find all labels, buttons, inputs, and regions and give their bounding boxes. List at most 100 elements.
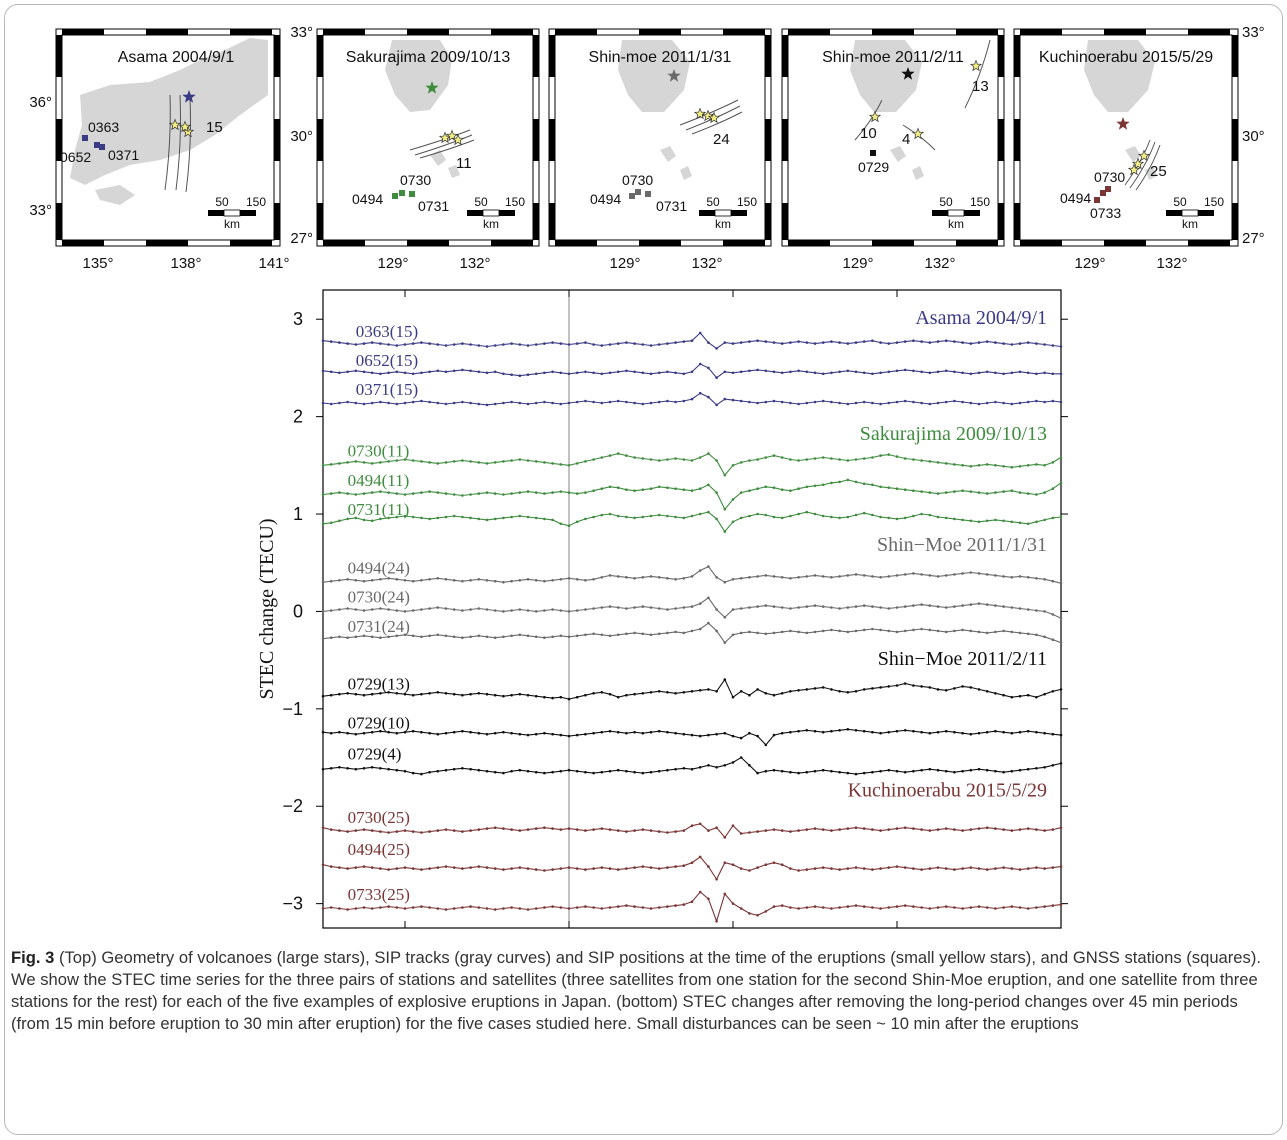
series-point <box>797 630 800 634</box>
series-point <box>354 907 358 910</box>
series-point <box>477 768 481 772</box>
series-point <box>969 866 973 869</box>
series-point <box>387 608 390 611</box>
series-point <box>493 461 497 464</box>
series-point <box>657 867 661 870</box>
series-point <box>387 516 390 520</box>
series-point <box>526 828 530 831</box>
series-point <box>575 492 579 495</box>
series-point <box>969 401 973 405</box>
series-point <box>846 574 850 577</box>
satellite-label: 13 <box>972 78 989 95</box>
series-point <box>584 579 587 582</box>
series-point <box>780 606 784 609</box>
series-point <box>403 514 407 518</box>
map-outer-frame <box>1013 28 1239 247</box>
series-point <box>731 863 735 866</box>
series-point <box>641 731 645 735</box>
series-point <box>469 579 472 582</box>
series-point <box>518 374 522 378</box>
series-point <box>526 867 530 870</box>
series-point <box>633 342 636 345</box>
series-point <box>715 766 718 769</box>
series-0729-13-: 0729(13) <box>321 674 1063 701</box>
series-label: 0494(25) <box>348 840 410 859</box>
series-point <box>493 402 497 406</box>
series-point <box>543 342 546 345</box>
series-point <box>436 732 440 736</box>
series-point <box>616 829 620 832</box>
series-point <box>387 905 390 908</box>
map-border-tick <box>998 35 1004 77</box>
series-point <box>764 513 768 517</box>
map-border-tick <box>1188 29 1230 35</box>
series-point <box>461 342 464 345</box>
series-point <box>551 868 554 871</box>
series-point <box>756 631 759 635</box>
series-point <box>789 458 792 461</box>
map-border-tick <box>639 240 681 246</box>
scale-unit-label: km <box>483 217 499 231</box>
map-border-tick <box>323 240 365 246</box>
series-point <box>1043 491 1046 494</box>
series-point <box>444 492 448 495</box>
series-point <box>346 370 349 374</box>
series-point <box>1018 465 1022 468</box>
series-point <box>575 578 579 581</box>
series-point <box>469 343 472 346</box>
series-point <box>1010 606 1014 609</box>
series-point <box>723 530 727 533</box>
series-point <box>600 606 604 609</box>
map-border-tick <box>230 240 272 246</box>
series-point <box>461 693 464 697</box>
series-point <box>387 577 390 580</box>
series-point <box>338 401 341 405</box>
series-point <box>510 492 513 495</box>
series-point <box>764 692 768 695</box>
scale-bar <box>1198 210 1214 216</box>
series-point <box>559 342 563 345</box>
series-point <box>559 828 563 831</box>
series-point <box>485 635 489 639</box>
scale-unit-label: km <box>224 217 240 231</box>
series-point <box>936 575 940 578</box>
map-border-tick <box>1020 29 1062 35</box>
series-point <box>789 629 792 633</box>
series-point <box>420 491 423 494</box>
series-point <box>428 490 431 493</box>
series-point <box>362 609 366 612</box>
series-point <box>666 905 669 908</box>
series-point <box>362 731 366 735</box>
series-point <box>502 343 505 346</box>
series-point <box>329 402 333 406</box>
series-point <box>469 829 472 832</box>
series-point <box>715 459 718 462</box>
series-point <box>666 730 669 734</box>
series-point <box>436 829 440 832</box>
series-point <box>789 607 792 610</box>
series-point <box>485 732 489 736</box>
series-point <box>821 575 825 578</box>
series-point <box>559 463 563 466</box>
series-label: 0363(15) <box>356 322 418 341</box>
series-point <box>575 769 579 773</box>
series-point <box>633 730 636 734</box>
y-tick-label: −2 <box>282 796 303 816</box>
series-point <box>764 340 768 343</box>
series-point <box>731 902 735 905</box>
series-point <box>985 370 989 374</box>
series-point <box>1018 342 1022 345</box>
series-point <box>1043 343 1046 346</box>
series-point <box>928 574 932 577</box>
series-point <box>403 343 407 346</box>
series-point <box>1018 868 1022 871</box>
map-land <box>912 166 924 180</box>
series-point <box>797 729 800 733</box>
series-point <box>944 574 948 577</box>
series-point <box>616 868 620 871</box>
series-point <box>953 370 956 374</box>
series-point <box>534 610 538 613</box>
volcano-star-icon <box>901 67 915 80</box>
series-point <box>329 828 333 831</box>
series-point <box>739 370 743 374</box>
